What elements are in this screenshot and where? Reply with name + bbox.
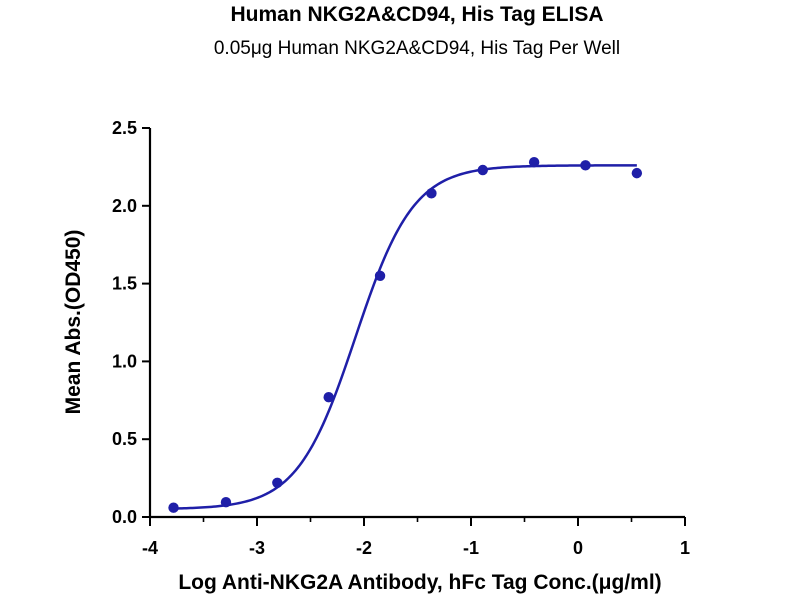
y-tick-label: 1.5	[112, 274, 137, 294]
y-tick-label: 0.0	[112, 507, 137, 527]
data-point	[272, 477, 283, 488]
data-point	[374, 270, 386, 282]
data-point	[323, 391, 334, 403]
data-point	[528, 157, 540, 168]
data-point	[168, 502, 179, 513]
y-axis-ticks: 0.0 0.5 1.0 1.5 2.0 2.5	[112, 118, 150, 527]
x-tick-label: -1	[463, 538, 479, 558]
x-tick-label: -4	[142, 538, 158, 558]
data-point	[477, 164, 488, 176]
fit-curve	[173, 164, 637, 510]
x-tick-label: 1	[680, 538, 690, 558]
y-tick-label: 2.0	[112, 196, 137, 216]
chart-title: Human NKG2A&CD94, His Tag ELISA	[230, 3, 603, 26]
x-axis-ticks: -4 -3 -2 -1 0 1	[142, 517, 690, 558]
data-points	[168, 157, 643, 513]
data-point	[220, 497, 232, 508]
y-tick-label: 2.5	[112, 118, 137, 138]
data-point	[426, 188, 437, 199]
y-tick-label: 0.5	[112, 429, 137, 449]
data-point	[580, 160, 591, 171]
y-tick-label: 1.0	[112, 351, 137, 371]
x-tick-label: 0	[573, 538, 583, 558]
x-tick-label: -3	[249, 538, 265, 558]
y-axis-label: Mean Abs.(OD450)	[62, 230, 85, 415]
chart-subtitle: 0.05μg Human NKG2A&CD94, His Tag Per Wel…	[214, 38, 620, 59]
x-tick-label: -2	[356, 538, 372, 558]
x-axis-label: Log Anti-NKG2A Antibody, hFc Tag Conc.(μ…	[178, 571, 661, 594]
data-point	[631, 167, 643, 179]
